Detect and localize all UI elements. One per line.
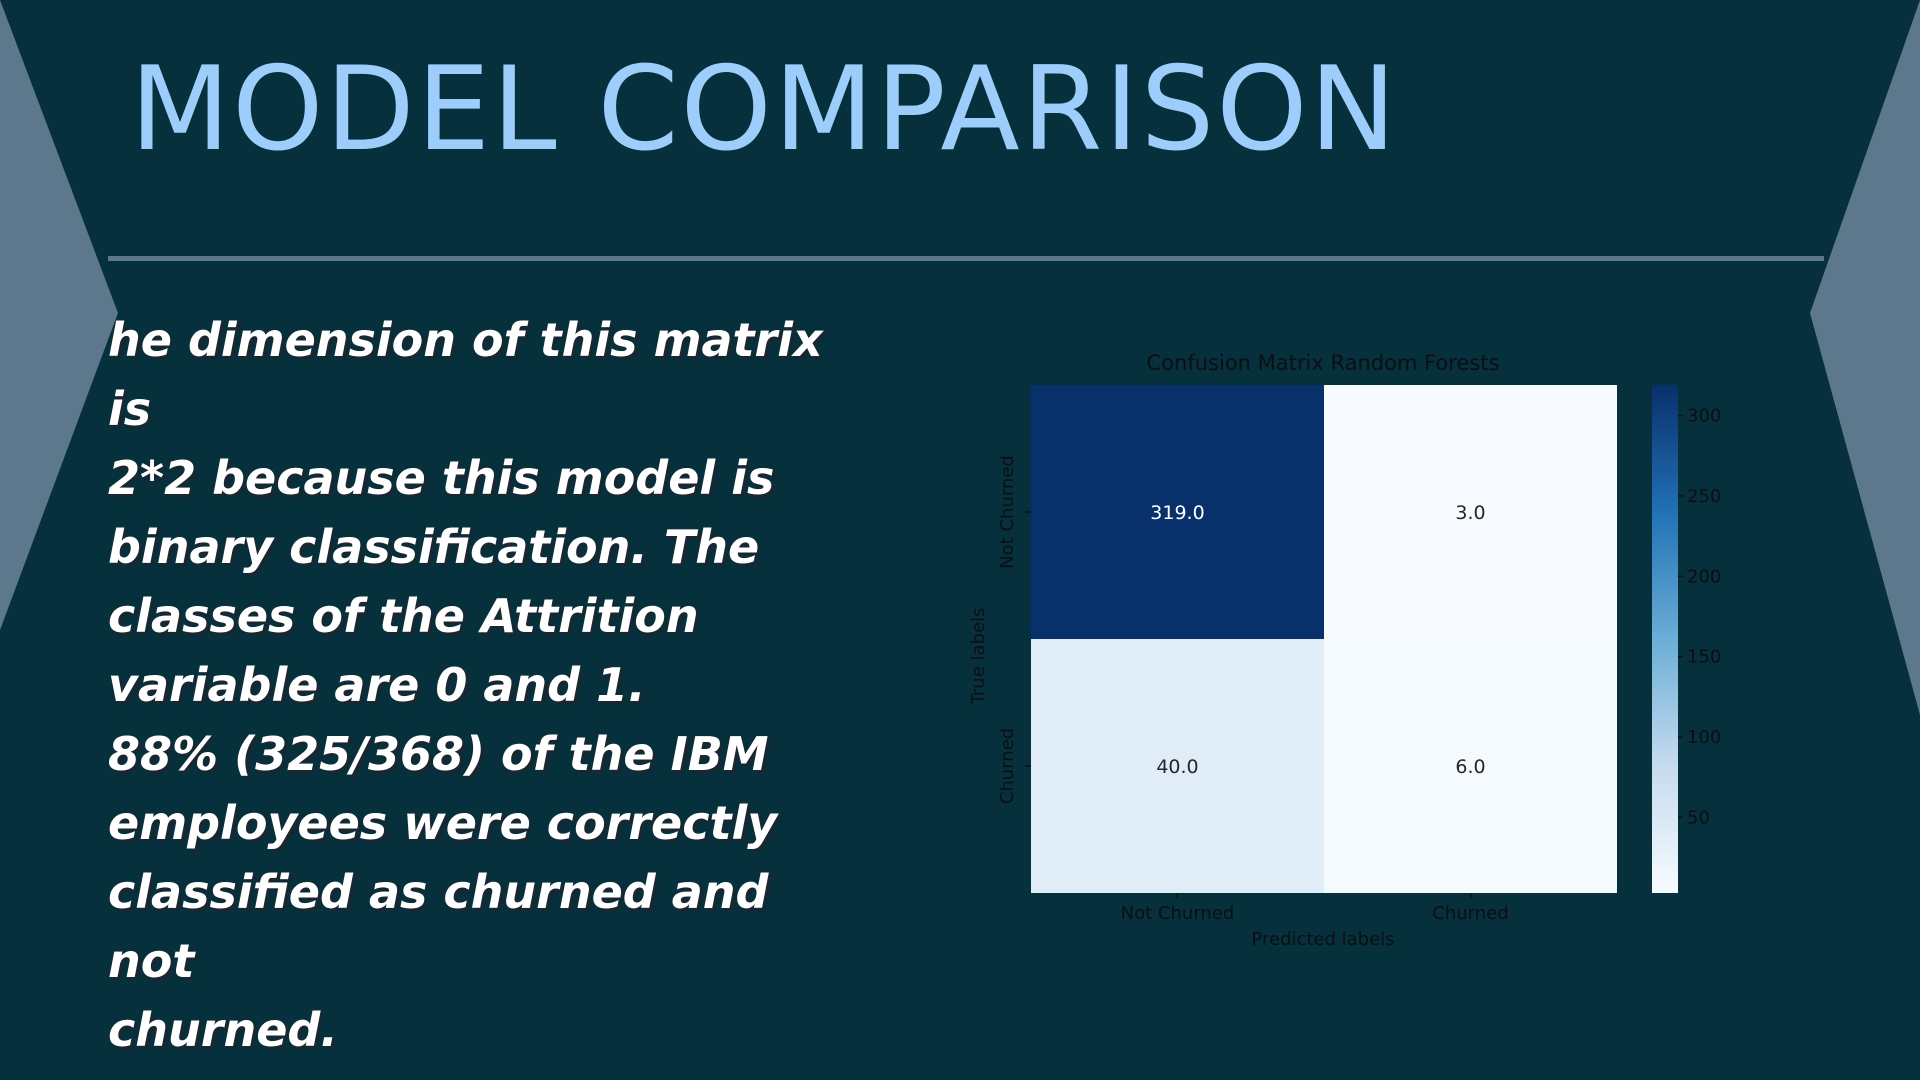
- body-text: he dimension of this matrix is 2*2 becau…: [108, 306, 868, 1065]
- heatmap-cells: [1031, 385, 1617, 893]
- body-line: he dimension of this matrix is: [108, 313, 823, 436]
- heatmap-cell-labels: 319.0 3.0 40.0 6.0: [1150, 502, 1485, 778]
- colorbar: [1652, 385, 1678, 893]
- cell-value-label: 6.0: [1455, 756, 1485, 778]
- right-chevron-decoration: [1810, 0, 1920, 715]
- heatmap-cell: [1324, 385, 1617, 639]
- colorbar-tick-label: 100: [1687, 727, 1720, 748]
- cell-value-label: 319.0: [1150, 502, 1204, 524]
- title-divider: [108, 256, 1824, 261]
- body-line: 2*2 because this model is: [108, 451, 775, 505]
- x-axis: Not Churned Churned: [1121, 893, 1509, 924]
- body-line: variable are 0 and 1.: [108, 658, 646, 712]
- y-axis: Not Churned Churned: [997, 455, 1031, 804]
- colorbar-ticks: 50 100 150 200 250 300: [1678, 406, 1720, 828]
- y-axis-label: True labels: [968, 608, 989, 706]
- colorbar-tick-label: 300: [1687, 406, 1720, 427]
- body-line: binary classification. The: [108, 520, 760, 574]
- colorbar-tick-label: 50: [1687, 807, 1710, 828]
- y-tick-label: Not Churned: [997, 455, 1018, 569]
- body-line: employees were correctly: [108, 796, 778, 850]
- body-line: classified as churned and not: [108, 865, 769, 988]
- cell-value-label: 3.0: [1455, 502, 1485, 524]
- cell-value-label: 40.0: [1156, 756, 1198, 778]
- x-axis-label: Predicted labels: [1251, 929, 1394, 950]
- chart-title: Confusion Matrix Random Forests: [1147, 351, 1500, 375]
- colorbar-tick-label: 250: [1687, 486, 1720, 507]
- confusion-matrix-chart: Confusion Matrix Random Forests 319.0 3.0…: [968, 351, 1720, 950]
- heatmap-cell: [1031, 385, 1324, 639]
- y-tick-label: Churned: [997, 728, 1018, 804]
- heatmap-cell: [1031, 639, 1324, 893]
- x-tick-label: Not Churned: [1121, 903, 1235, 924]
- body-line: 88% (325/368) of the IBM: [108, 727, 769, 781]
- body-line: classes of the Attrition: [108, 589, 699, 643]
- body-line: churned.: [108, 1003, 338, 1057]
- colorbar-tick-label: 150: [1687, 647, 1720, 668]
- heatmap-cell: [1324, 639, 1617, 893]
- slide-title: MODEL COMPARISON: [130, 42, 1399, 177]
- x-tick-label: Churned: [1432, 903, 1508, 924]
- colorbar-tick-label: 200: [1687, 566, 1720, 587]
